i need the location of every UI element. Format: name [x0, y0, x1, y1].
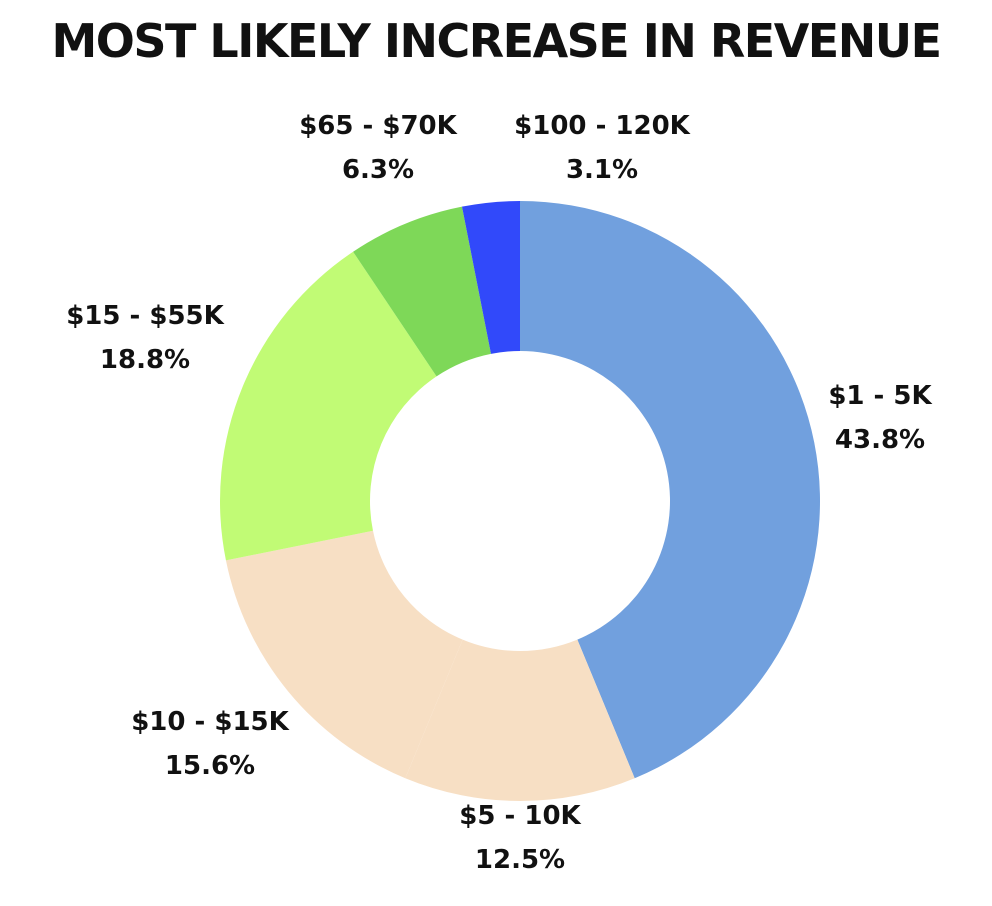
slice-label-category: $100 - 120K — [514, 111, 691, 141]
slice-4 — [220, 251, 437, 561]
slice-label-value: 18.8% — [100, 345, 190, 375]
slice-label-category: $10 - $15K — [131, 707, 289, 737]
slice-1 — [520, 201, 820, 779]
slice-label-category: $1 - 5K — [828, 381, 932, 411]
slice-label-value: 43.8% — [835, 425, 925, 455]
slice-label-value: 6.3% — [342, 155, 414, 185]
slice-3 — [225, 530, 463, 779]
slice-5 — [353, 206, 491, 377]
slice-label-category: $65 - $70K — [299, 111, 457, 141]
slices-group — [220, 201, 820, 801]
slice-2 — [405, 639, 635, 801]
slice-label-category: $15 - $55K — [66, 301, 224, 331]
slice-label-value: 15.6% — [165, 751, 255, 781]
labels-group: $1 - 5K 43.8% $5 - 10K 12.5% $10 - $15K 15.6%… — [66, 111, 932, 875]
chart-title: MOST LIKELY INCREASE IN REVENUE — [51, 14, 942, 68]
slice-label-value: 3.1% — [566, 155, 638, 185]
slice-label-value: 12.5% — [475, 845, 565, 875]
slice-6 — [461, 201, 520, 354]
slice-label-category: $5 - 10K — [459, 801, 581, 831]
